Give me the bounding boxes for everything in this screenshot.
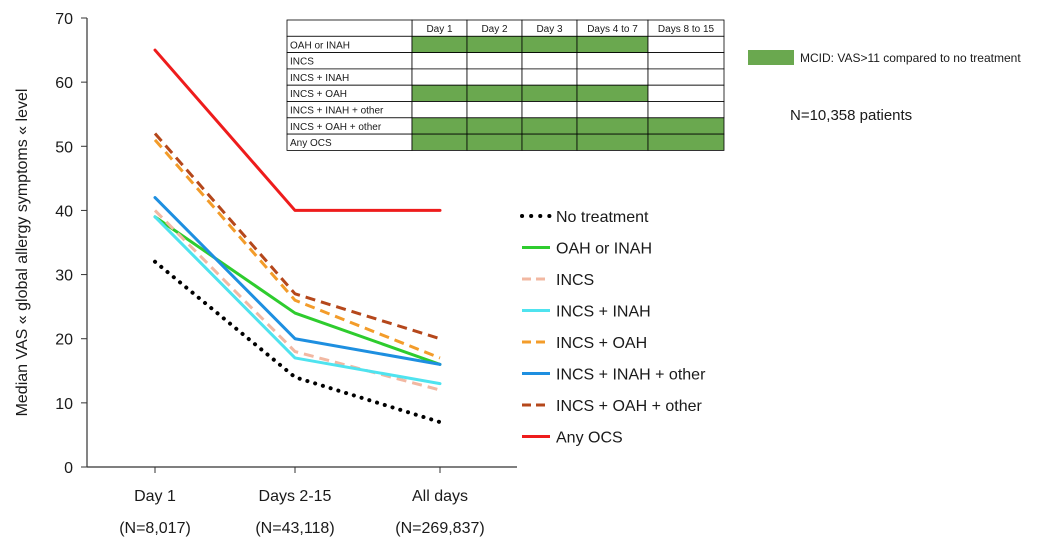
table-cell (412, 134, 467, 150)
table-cell (522, 134, 577, 150)
table-cell (648, 36, 724, 52)
mcid-legend-label: MCID: VAS>11 compared to no treatment (800, 51, 1021, 65)
legend-label-0: No treatment (556, 209, 649, 226)
y-tick-label: 20 (55, 332, 73, 349)
legend-label-3: INCS + INAH (556, 304, 651, 321)
table-column-header: Days 4 to 7 (587, 24, 638, 35)
y-tick-label: 50 (55, 139, 73, 156)
y-tick-label: 70 (55, 11, 73, 28)
table-cell (412, 85, 467, 101)
table-cell (522, 36, 577, 52)
table-cell (467, 36, 522, 52)
table-cell (577, 102, 648, 118)
x-tick-label: Day 1 (134, 488, 176, 505)
legend-label-7: Any OCS (556, 430, 623, 447)
legend-label-6: INCS + OAH + other (556, 398, 703, 415)
table-cell (467, 134, 522, 150)
table-cell (467, 85, 522, 101)
x-category-count: (N=43,118) (255, 520, 334, 537)
legend: No treatment OAH or INAH INCS INCS + INAH IN… (522, 209, 706, 447)
table-cell (648, 69, 724, 85)
y-tick-label: 10 (55, 396, 73, 413)
table-cell (577, 53, 648, 69)
x-tick-label: All days (412, 488, 468, 505)
table-cell (648, 85, 724, 101)
table-cell (648, 102, 724, 118)
mcid-table: Day 1 Day 2 Day 3 Days 4 to 7 Days 8 to 15 OA… (287, 20, 724, 150)
x-tick-label: Days 2-15 (259, 488, 332, 505)
table-cell (648, 53, 724, 69)
table-cell (412, 69, 467, 85)
y-axis-title: Median VAS « global allergy symptoms « l… (14, 89, 31, 417)
table-row-label: INCS + OAH + other (290, 122, 382, 133)
x-category-count: (N=269,837) (395, 520, 484, 537)
y-tick-label: 60 (55, 75, 73, 92)
y-tick-label: 40 (55, 203, 73, 220)
series-line-4 (155, 140, 440, 358)
table-row-label: INCS (290, 57, 314, 68)
annotations: MCID: VAS>11 compared to no treatment N=1… (748, 50, 1021, 124)
table-row-label: INCS + INAH (290, 73, 349, 84)
table-corner-cell (287, 20, 412, 36)
legend-label-4: INCS + OAH (556, 335, 647, 352)
table-row-label: INCS + INAH + other (290, 106, 384, 117)
legend-label-1: OAH or INAH (556, 241, 652, 258)
table-cell (522, 85, 577, 101)
table-cell (412, 53, 467, 69)
patient-count: N=10,358 patients (790, 107, 912, 124)
table-cell (522, 118, 577, 134)
x-category-count: (N=8,017) (119, 520, 191, 537)
table-cell (577, 36, 648, 52)
y-tick-label: 30 (55, 268, 73, 285)
table-cell (522, 69, 577, 85)
table-column-header: Days 8 to 15 (658, 24, 715, 35)
table-row-label: Any OCS (290, 138, 332, 149)
table-cell (522, 102, 577, 118)
mcid-legend-swatch (748, 50, 794, 65)
table-cell (577, 69, 648, 85)
table-cell (412, 118, 467, 134)
table-row-label: OAH or INAH (290, 40, 350, 51)
table-cell (648, 118, 724, 134)
legend-label-2: INCS (556, 272, 594, 289)
legend-label-5: INCS + INAH + other (556, 367, 706, 384)
table-cell (522, 53, 577, 69)
series-line-6 (155, 133, 440, 338)
table-cell (467, 118, 522, 134)
table-column-header: Day 3 (536, 24, 563, 35)
table-column-header: Day 1 (426, 24, 453, 35)
table-cell (577, 85, 648, 101)
table-cell (648, 134, 724, 150)
table-cell (467, 69, 522, 85)
table-cell (577, 118, 648, 134)
table-cell (467, 102, 522, 118)
table-cell (577, 134, 648, 150)
y-tick-label: 0 (64, 460, 73, 477)
table-cell (412, 36, 467, 52)
table-column-header: Day 2 (481, 24, 508, 35)
table-row-label: INCS + OAH (290, 89, 347, 100)
table-cell (412, 102, 467, 118)
table-cell (467, 53, 522, 69)
